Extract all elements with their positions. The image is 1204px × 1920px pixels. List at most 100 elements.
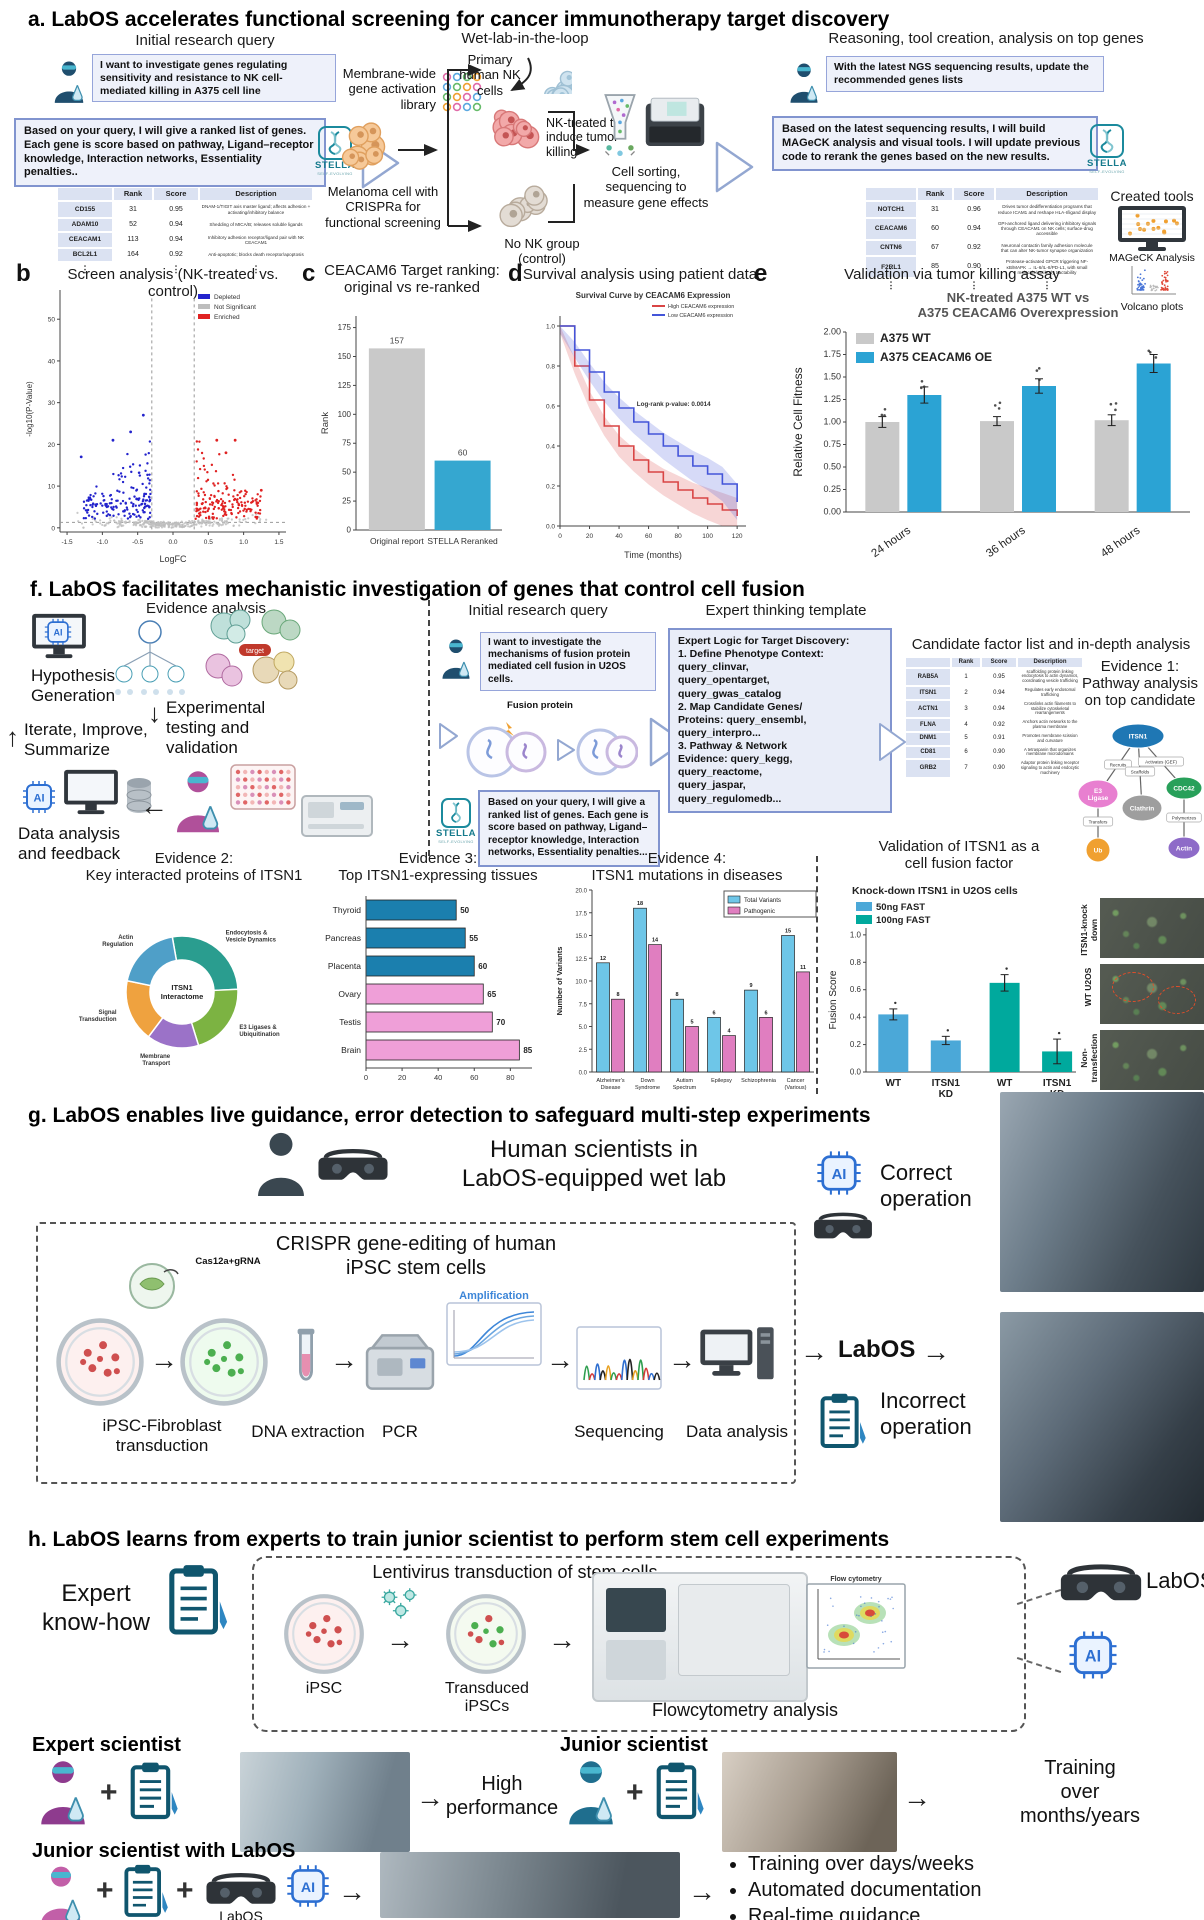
panel-b-label: b <box>16 260 31 287</box>
cas12a-icon <box>129 1263 179 1309</box>
plus-sign: + <box>100 1776 118 1809</box>
svg-text:Knock-down ITSN1 in U2OS cells: Knock-down ITSN1 in U2OS cells <box>852 885 1018 897</box>
svg-text:E3: E3 <box>1094 788 1102 795</box>
expert-knowhow-label: Expert know-how <box>41 1580 151 1636</box>
svg-text:Survival Curve by CEACAM6 Expr: Survival Curve by CEACAM6 Expression <box>576 291 731 300</box>
svg-text:WT: WT <box>997 1078 1013 1089</box>
svg-text:40: 40 <box>615 533 623 540</box>
validation-heading: Validation of ITSN1 as a cell fusion fac… <box>878 838 1040 872</box>
benefit-item: Training over days/weeks <box>748 1853 1204 1876</box>
stella-label: STELLA <box>1087 158 1127 169</box>
nk-treated-label: NK-treated to induce tumor killing <box>546 116 621 159</box>
microscopy-non-transfection <box>1100 1030 1204 1090</box>
down-arrow-icon: ↓ <box>148 698 161 728</box>
svg-text:A375 WT: A375 WT <box>880 331 931 345</box>
flow-arrow-icon <box>649 717 686 767</box>
panel-a-right-response-box: Based on the latest sequencing results, … <box>772 116 1098 172</box>
arrow-icon: → <box>416 1782 444 1813</box>
vr-headset-icon <box>1058 1556 1144 1610</box>
amplification-panel: Amplification <box>446 1290 542 1371</box>
amplification-plot <box>446 1302 542 1366</box>
survival-chart: 0.0 0.2 0.4 0.6 0.8 1.0 0 20 40 60 80 100 120 Surviva… <box>546 291 746 560</box>
correct-operation-label: Correct operation <box>880 1160 972 1212</box>
flow-cytometry-plot <box>806 1583 906 1669</box>
svg-text:Signal: Signal <box>99 1010 117 1016</box>
step-transduction-label: iPSC-Fibroblast transduction <box>102 1416 222 1456</box>
well-plate-icon <box>230 764 296 810</box>
svg-text:0.00: 0.00 <box>823 507 841 517</box>
svg-text:175: 175 <box>338 323 352 332</box>
clipboard-icon <box>818 1392 868 1450</box>
panel-h-title: h. LabOS learns from experts to train ju… <box>28 1528 890 1551</box>
ai-icon <box>286 1864 330 1908</box>
stella-sublabel: SELF-EVOLVING <box>317 171 353 176</box>
svg-text:Down: Down <box>640 1078 654 1084</box>
microscopy-label: ITSN1-knock down <box>1079 904 1099 956</box>
benefits-list: Training over days/weeks Automated docum… <box>724 1850 1204 1920</box>
photo-junior-with-labos <box>380 1852 680 1918</box>
evidence3-heading: Evidence 3: Top ITSN1-expressing tissues <box>338 850 538 884</box>
svg-text:Recruits: Recruits <box>1110 763 1127 768</box>
transduced-label: Transduced iPSCs <box>445 1680 529 1716</box>
svg-text:14: 14 <box>652 938 659 944</box>
svg-text:-0.5: -0.5 <box>132 539 144 546</box>
hypothesis-label: Hypothesis Generation <box>30 666 116 706</box>
svg-text:0.0: 0.0 <box>546 524 555 531</box>
svg-text:Clathrin: Clathrin <box>1130 806 1155 813</box>
svg-text:Transfers: Transfers <box>1089 820 1109 825</box>
svg-text:Number of Variants: Number of Variants <box>555 947 564 1016</box>
panel-a-query-box: I want to investigate genes regulating s… <box>92 54 336 103</box>
expert-template-heading: Expert thinking template <box>705 602 867 619</box>
panel-a-right-query-box: With the latest NGS sequencing results, … <box>826 56 1104 92</box>
pcr-machine-icon <box>362 1330 438 1394</box>
gene-table-row: BCL2L1 164 0.92 Anti-apoptotic; blocks deat… <box>58 249 312 261</box>
photo-incorrect-operation <box>1000 1312 1204 1522</box>
scientist-icon <box>34 1756 92 1826</box>
svg-text:0.0: 0.0 <box>168 539 177 546</box>
microscopy-wt-u2os <box>1100 964 1204 1024</box>
scientist-icon <box>786 60 822 104</box>
svg-text:Membrane: Membrane <box>140 1054 171 1060</box>
svg-text:1.5: 1.5 <box>274 539 283 546</box>
divider <box>428 600 430 856</box>
flow-analysis-label: Flowcytometry analysis <box>651 1700 839 1720</box>
svg-text:20: 20 <box>48 442 56 449</box>
flow-arrow-icon <box>879 723 906 761</box>
svg-text:0.4: 0.4 <box>546 444 555 451</box>
arrow-icon: → <box>150 1344 178 1375</box>
svg-text:Autism: Autism <box>676 1078 693 1084</box>
arrow-icon: → <box>386 1624 414 1655</box>
microscopy-itsn1-kd <box>1100 898 1204 958</box>
nk-treated-cluster-icon <box>492 109 540 149</box>
scientist-icon <box>50 58 88 104</box>
panel-a-response-box: Based on your query, I will give a ranke… <box>14 118 326 187</box>
gene-table-row: CEACAM6 60 0.94 GPI-anchored ligand deliver… <box>866 218 1098 239</box>
virus-icon <box>378 1586 428 1622</box>
panel-a-left-heading: Initial research query <box>135 32 275 49</box>
crispr-heading: CRISPR gene-editing of human iPSC stem c… <box>275 1233 557 1279</box>
arrow-icon: → <box>668 1344 696 1375</box>
panel-f-query-box: I want to investigate the mechanisms of … <box>480 632 656 691</box>
monitor-icon <box>62 768 120 816</box>
svg-text:-log10(P-Value): -log10(P-Value) <box>25 381 34 437</box>
panel-e-label: e <box>754 260 768 287</box>
cell-fusion-diagram <box>466 722 638 778</box>
labos-label: LabOS <box>838 1336 916 1363</box>
svg-text:2.00: 2.00 <box>823 327 841 337</box>
gene-table-row: NOTCH1 31 0.96 Drives tumor dedifferentiati… <box>866 202 1098 217</box>
data-analysis-label: Data analysis and feedback <box>18 824 121 864</box>
svg-text:0.5: 0.5 <box>204 539 213 546</box>
junior-scientist-heading: Junior scientist <box>560 1734 708 1756</box>
ipsc-label: iPSC <box>305 1680 343 1697</box>
svg-text:157: 157 <box>390 335 404 345</box>
svg-text:Brain: Brain <box>341 1045 361 1055</box>
svg-text:0: 0 <box>558 533 562 540</box>
stella-label: STELLA <box>436 828 476 839</box>
amplification-label: Amplification <box>459 1290 529 1302</box>
stella-sublabel: SELF-EVOLVING <box>1089 169 1125 174</box>
interactome-donut-chart: Endocytosis &Vesicle Dynamics E3 Ligases … <box>79 930 280 1067</box>
svg-text:6: 6 <box>764 1010 767 1016</box>
svg-text:6: 6 <box>712 1010 715 1016</box>
sorting-label: Cell sorting, sequencing to measure gene… <box>583 164 709 210</box>
rank-bar-chart: 0 25 50 75 100 125 150 175 157 Original report 60 S… <box>320 316 502 546</box>
